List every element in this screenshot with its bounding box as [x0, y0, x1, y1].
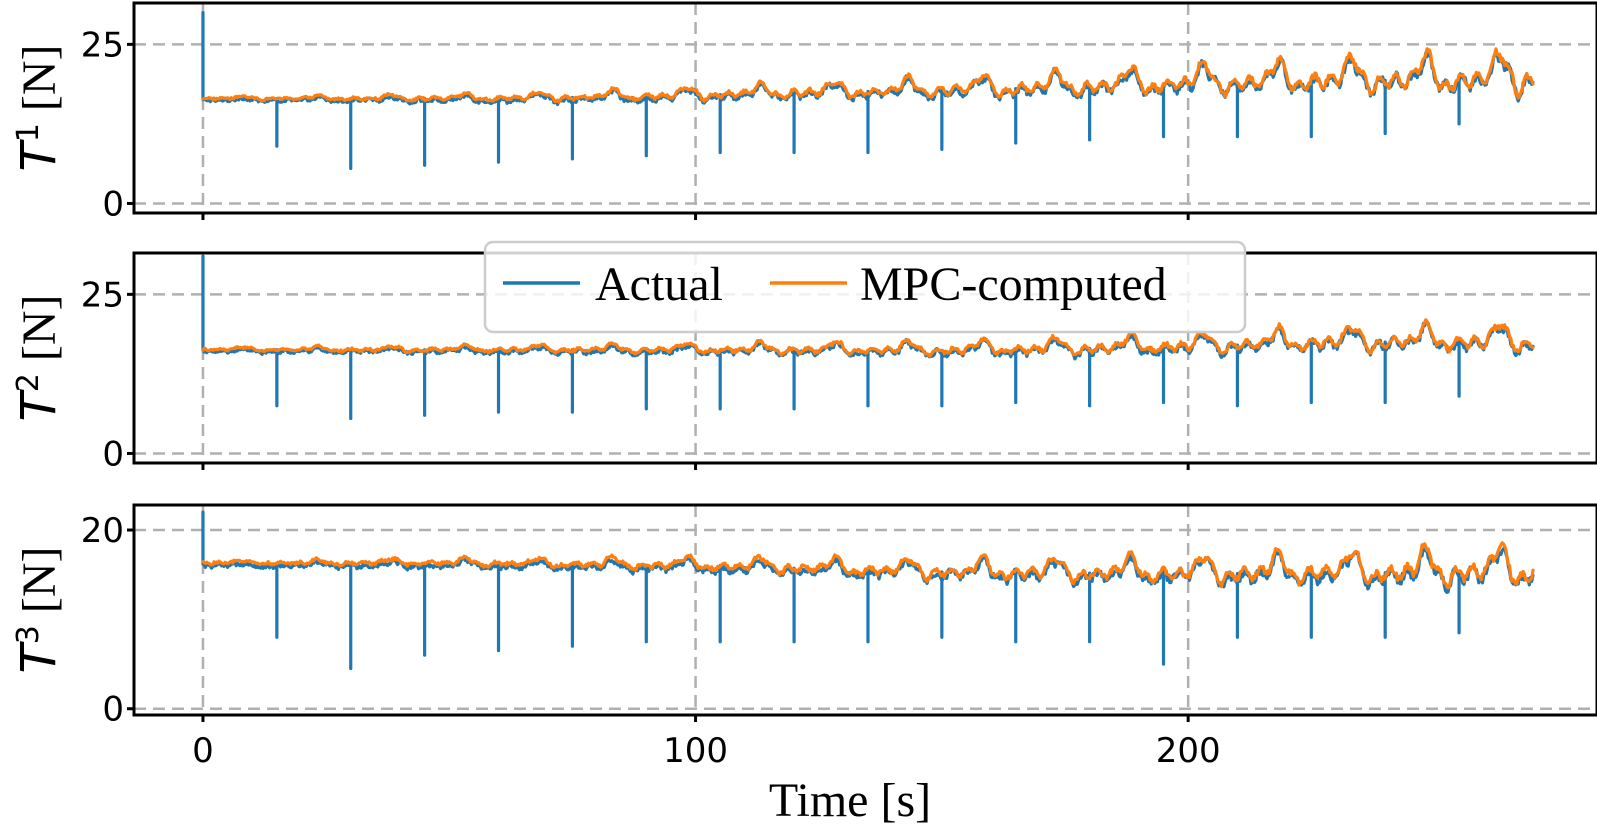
- y-axis-title: T3 [N]: [11, 546, 68, 673]
- legend-label-actual: Actual: [595, 258, 723, 311]
- y-axis-title: T1 [N]: [11, 44, 68, 171]
- y-tick-label: 0: [102, 434, 124, 474]
- x-tick-label: 200: [1156, 731, 1221, 771]
- axes-frame: [132, 1, 1597, 215]
- y-tick-label: 25: [81, 275, 124, 315]
- legend: Actual MPC-computed: [483, 240, 1247, 334]
- series-mpc-line: [201, 47, 1535, 104]
- legend-box: [483, 240, 1247, 334]
- subplot-3: 0 20 T3 [N]: [11, 503, 1597, 730]
- y-tick-label: 25: [81, 25, 124, 65]
- x-axis-title: Time [s]: [769, 774, 931, 827]
- y-tick-label: 0: [102, 690, 124, 730]
- series-mpc-line: [201, 318, 1535, 358]
- y-tick-label: 20: [81, 511, 124, 551]
- subplots: 0 25 T1 [N] 0 25 T2 [N] 0 20 T3 [N]: [11, 1, 1597, 730]
- x-tick-label: 100: [663, 731, 728, 771]
- legend-label-mpc: MPC-computed: [860, 258, 1167, 311]
- axes-frame: [132, 503, 1597, 717]
- x-tick-label: 0: [192, 731, 214, 771]
- y-axis-title: T2 [N]: [11, 294, 68, 421]
- series-mpc-line: [201, 541, 1535, 590]
- y-tick-label: 0: [102, 184, 124, 224]
- x-axis-labels: 0 100 200 Time [s]: [192, 731, 1220, 827]
- subplot-1: 0 25 T1 [N]: [11, 1, 1597, 224]
